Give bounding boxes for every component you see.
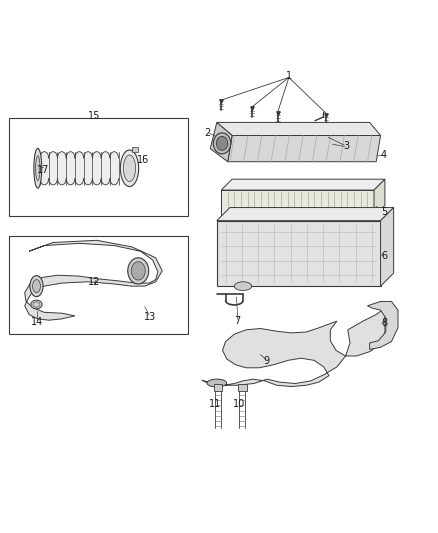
Text: 9: 9 <box>263 356 269 366</box>
Ellipse shape <box>216 136 228 150</box>
Ellipse shape <box>120 150 139 187</box>
Polygon shape <box>381 207 394 286</box>
PathPatch shape <box>201 308 385 386</box>
Polygon shape <box>221 190 374 216</box>
Text: 5: 5 <box>381 207 387 217</box>
Bar <box>238 384 247 391</box>
Text: 4: 4 <box>381 150 387 160</box>
Ellipse shape <box>32 280 40 293</box>
Text: 12: 12 <box>88 277 101 287</box>
Polygon shape <box>374 179 385 216</box>
Bar <box>10 118 188 216</box>
Ellipse shape <box>31 300 42 309</box>
Ellipse shape <box>128 258 149 284</box>
Text: 16: 16 <box>137 155 149 165</box>
Bar <box>217 221 381 286</box>
Text: 14: 14 <box>31 317 43 327</box>
Ellipse shape <box>34 148 42 188</box>
Ellipse shape <box>131 262 145 280</box>
Bar <box>132 147 138 152</box>
Text: 8: 8 <box>381 318 387 328</box>
Bar <box>40 152 119 185</box>
Ellipse shape <box>35 156 40 181</box>
Text: 3: 3 <box>343 141 350 151</box>
Ellipse shape <box>124 155 136 182</box>
Polygon shape <box>210 123 232 161</box>
PathPatch shape <box>25 240 162 320</box>
Bar <box>214 384 223 391</box>
Text: 2: 2 <box>204 128 210 139</box>
Text: 1: 1 <box>286 71 292 80</box>
Bar <box>10 236 188 334</box>
Polygon shape <box>228 135 381 161</box>
Text: 15: 15 <box>88 111 101 121</box>
Ellipse shape <box>234 282 252 290</box>
Text: 7: 7 <box>235 316 241 326</box>
Text: 10: 10 <box>233 399 246 409</box>
PathPatch shape <box>367 302 398 350</box>
Text: 17: 17 <box>37 165 49 175</box>
Polygon shape <box>217 123 381 135</box>
Text: 6: 6 <box>381 251 387 261</box>
Text: 11: 11 <box>208 399 221 409</box>
Text: 13: 13 <box>145 312 156 322</box>
Ellipse shape <box>207 379 226 387</box>
Polygon shape <box>221 179 385 190</box>
Ellipse shape <box>30 276 43 297</box>
Ellipse shape <box>213 133 231 154</box>
Polygon shape <box>217 207 394 221</box>
